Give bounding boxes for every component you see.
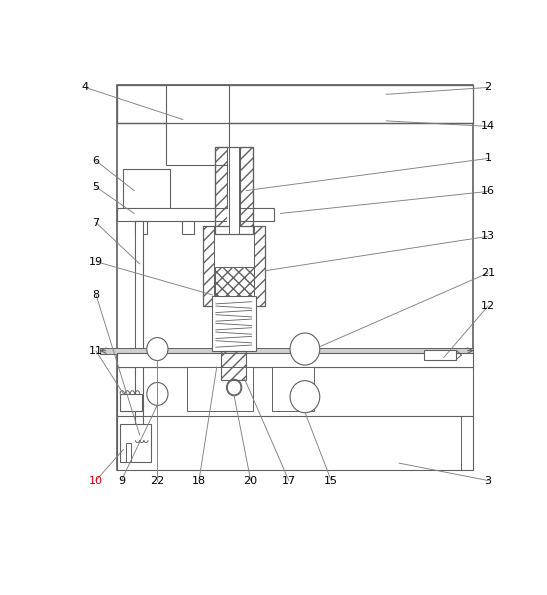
Bar bbox=[117, 353, 473, 367]
Bar bbox=[228, 147, 240, 234]
Bar bbox=[131, 431, 148, 438]
Bar bbox=[126, 443, 131, 462]
Bar bbox=[203, 226, 265, 306]
Circle shape bbox=[290, 333, 320, 365]
Bar bbox=[117, 208, 274, 221]
Text: 9: 9 bbox=[118, 475, 125, 486]
Text: 21: 21 bbox=[481, 268, 495, 278]
Bar bbox=[124, 168, 170, 209]
Text: 12: 12 bbox=[481, 301, 495, 311]
Text: 17: 17 bbox=[282, 475, 296, 486]
Bar bbox=[212, 296, 256, 351]
Bar bbox=[100, 347, 473, 353]
Text: 13: 13 bbox=[481, 231, 495, 242]
Text: 2: 2 bbox=[485, 83, 492, 92]
Bar bbox=[117, 85, 473, 123]
Text: 6: 6 bbox=[92, 156, 100, 166]
Text: 15: 15 bbox=[324, 475, 338, 486]
Bar bbox=[166, 85, 230, 165]
Text: 19: 19 bbox=[89, 256, 103, 267]
Text: 4: 4 bbox=[82, 83, 89, 92]
Text: 7: 7 bbox=[92, 218, 100, 228]
Bar bbox=[117, 85, 473, 470]
Circle shape bbox=[290, 381, 320, 413]
Bar bbox=[182, 221, 194, 234]
Text: 20: 20 bbox=[243, 475, 258, 486]
Text: 10: 10 bbox=[89, 475, 103, 486]
Text: 11: 11 bbox=[89, 346, 103, 356]
Circle shape bbox=[147, 383, 168, 405]
Bar bbox=[187, 367, 253, 411]
Text: 1: 1 bbox=[485, 154, 492, 164]
Bar bbox=[203, 226, 214, 306]
Bar bbox=[221, 351, 246, 380]
Bar bbox=[424, 350, 456, 359]
Bar bbox=[214, 268, 254, 296]
Text: 16: 16 bbox=[481, 186, 495, 196]
Bar bbox=[214, 147, 228, 234]
Bar bbox=[120, 394, 142, 411]
Text: 18: 18 bbox=[192, 475, 206, 486]
Bar bbox=[117, 367, 473, 470]
Bar bbox=[229, 147, 239, 234]
Text: 3: 3 bbox=[485, 475, 492, 486]
Bar bbox=[240, 147, 253, 234]
Bar bbox=[135, 221, 147, 234]
Circle shape bbox=[147, 337, 168, 361]
Text: 14: 14 bbox=[481, 121, 495, 131]
Bar bbox=[272, 367, 314, 411]
Bar bbox=[120, 424, 150, 462]
Bar bbox=[135, 221, 143, 431]
Text: 22: 22 bbox=[150, 475, 165, 486]
Bar bbox=[214, 147, 253, 234]
Bar bbox=[254, 226, 265, 306]
Text: 8: 8 bbox=[92, 290, 100, 299]
Text: 5: 5 bbox=[92, 182, 100, 192]
